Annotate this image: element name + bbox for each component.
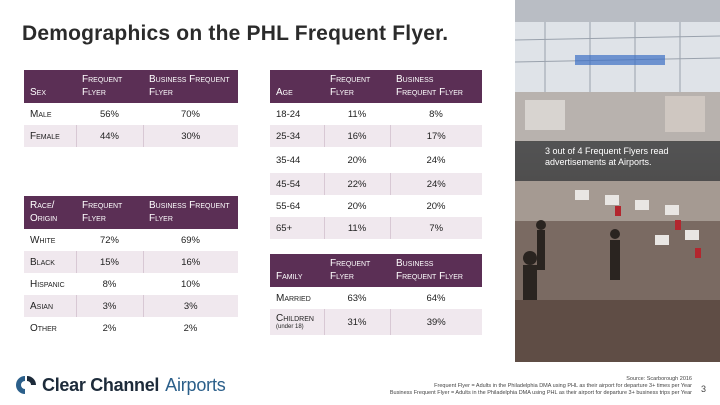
- row-label: Asian: [24, 295, 76, 317]
- definition-frequent-flyer: Frequent Flyer = Adults in the Philadelp…: [434, 383, 692, 389]
- header-frequent-flyer: Frequent Flyer: [76, 70, 143, 103]
- cell: 3%: [75, 295, 143, 317]
- clear-channel-logo: Clear Channel Airports: [12, 372, 226, 398]
- cell: 20%: [347, 154, 367, 166]
- cell: 20%: [426, 200, 446, 212]
- cell: 70%: [180, 108, 200, 120]
- header-business-frequent-flyer: Business Frequent Flyer: [390, 70, 482, 103]
- header-business-frequent-flyer: Business Frequent Flyer: [143, 196, 238, 229]
- source-line: Source: Scarborough 2016: [626, 376, 692, 382]
- cell: 15%: [75, 251, 143, 273]
- airport-terminal-photo: [515, 0, 720, 362]
- row-label: Male: [30, 108, 52, 120]
- row-label: Hispanic: [30, 278, 65, 290]
- row-label: Black: [24, 251, 76, 273]
- cell: 8%: [429, 108, 443, 120]
- cell: 44%: [75, 125, 143, 147]
- footer: [0, 362, 720, 405]
- header-family: Family: [270, 254, 324, 287]
- cell: 11%: [347, 108, 367, 120]
- cell: 16%: [323, 125, 390, 147]
- table-row: 18-24 11% 8%: [270, 103, 482, 125]
- table-row: Female 44% 30%: [24, 125, 238, 147]
- family-table: Family Frequent Flyer Business Frequent …: [270, 254, 482, 335]
- logo-word-clear-channel: Clear Channel: [42, 374, 160, 395]
- header-frequent-flyer: Frequent Flyer: [324, 70, 390, 103]
- row-label: 35-44: [276, 154, 301, 166]
- header-business-frequent-flyer: Business Frequent Flyer: [390, 254, 482, 287]
- cell: 30%: [142, 125, 238, 147]
- cell: 17%: [389, 125, 482, 147]
- row-label: 65+: [270, 217, 324, 239]
- cell: 7%: [389, 217, 482, 239]
- source-notes: Source: Scarborough 2016 Frequent Flyer …: [390, 376, 692, 397]
- table-row: Hispanic 8% 10%: [24, 273, 238, 295]
- terminal-illustration: [515, 0, 720, 362]
- table-row: 55-64 20% 20%: [270, 195, 482, 217]
- cell: 10%: [180, 278, 200, 290]
- header-business-frequent-flyer: Business Frequent Flyer: [143, 70, 238, 103]
- cell: 20%: [347, 200, 367, 212]
- cell: 2%: [183, 322, 198, 334]
- cell: 11%: [323, 217, 390, 239]
- table-row: Other 2% 2%: [24, 317, 238, 339]
- header-race-origin: Race/ Origin: [24, 196, 76, 229]
- row-label: 25-34: [270, 125, 324, 147]
- page-title: Demographics on the PHL Frequent Flyer.: [22, 22, 449, 45]
- sex-table: Sex Frequent Flyer Business Frequent Fly…: [24, 70, 238, 147]
- cell: 56%: [99, 108, 119, 120]
- cell: 16%: [142, 251, 238, 273]
- header-frequent-flyer: Frequent Flyer: [324, 254, 390, 287]
- table-row: 65+ 11% 7%: [270, 217, 482, 239]
- table-row: 25-34 16% 17%: [270, 125, 482, 147]
- logo-word-airports: Airports: [165, 374, 226, 395]
- row-label: White: [30, 234, 56, 246]
- cell: 39%: [389, 309, 482, 335]
- definition-business-frequent-flyer: Business Frequent Flyer = Adults in the …: [389, 390, 692, 396]
- cell: 24%: [389, 173, 482, 195]
- cell: 64%: [426, 292, 446, 304]
- cell: 72%: [99, 234, 119, 246]
- age-table: Age Frequent Flyer Business Frequent Fly…: [270, 70, 482, 239]
- row-label: 18-24: [276, 108, 301, 120]
- page-number: 3: [700, 384, 706, 394]
- row-label: Married: [276, 292, 311, 304]
- table-row: White 72% 69%: [24, 229, 238, 251]
- cell: 69%: [180, 234, 200, 246]
- table-row: Black 15% 16%: [24, 251, 238, 273]
- cell: 24%: [426, 154, 446, 166]
- table-row: 35-44 20% 24%: [270, 147, 482, 173]
- row-label: 55-64: [276, 200, 301, 212]
- row-label: 45-54: [270, 173, 324, 195]
- header-frequent-flyer: Frequent Flyer: [76, 196, 143, 229]
- header-age: Age: [270, 70, 324, 103]
- header-sex: Sex: [24, 70, 76, 103]
- cell: 22%: [323, 173, 390, 195]
- race-table: Race/ Origin Frequent Flyer Business Fre…: [24, 196, 238, 339]
- table-row: Married 63% 64%: [270, 287, 482, 309]
- clear-channel-logo-icon: [16, 376, 36, 394]
- table-row: Children (under 18) 31% 39%: [270, 309, 482, 335]
- photo-caption: 3 out of 4 Frequent Flyers read advertis…: [515, 141, 720, 181]
- cell: 3%: [142, 295, 238, 317]
- cell: 8%: [102, 278, 117, 290]
- table-row: 45-54 22% 24%: [270, 173, 482, 195]
- children-sublabel: (under 18): [276, 324, 304, 330]
- cell: 2%: [102, 322, 117, 334]
- row-label: Children (under 18): [270, 309, 324, 335]
- cell: 31%: [323, 309, 390, 335]
- children-label: Children: [276, 313, 314, 324]
- row-label: Female: [24, 125, 76, 147]
- table-row: Male 56% 70%: [24, 103, 238, 125]
- row-label: Other: [30, 322, 57, 334]
- cell: 63%: [347, 292, 367, 304]
- table-row: Asian 3% 3%: [24, 295, 238, 317]
